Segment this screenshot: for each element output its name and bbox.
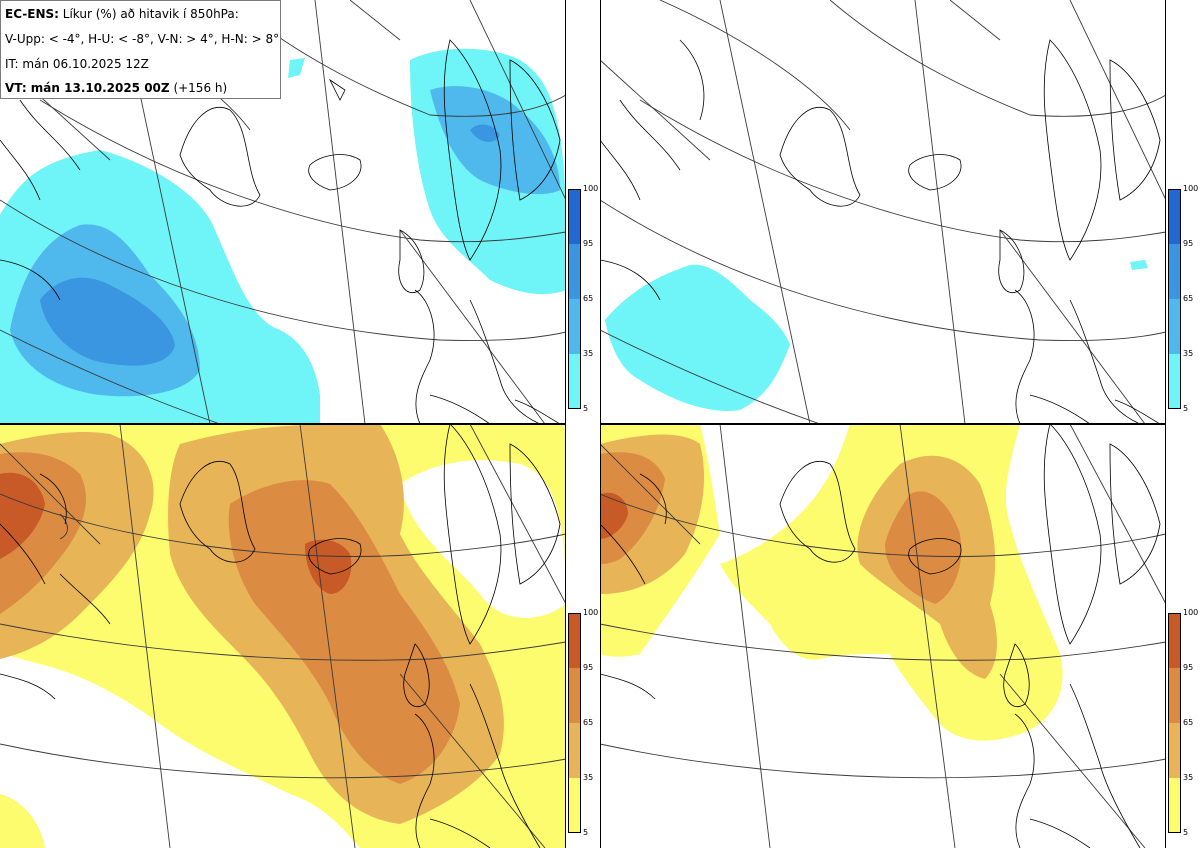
colorbar-tick-label: 5 [583,404,589,413]
colorbar-cold-top-right: 100 95 65 35 5 [1168,184,1198,413]
colorbar-tick-label: 65 [583,294,594,303]
prob-area-65 [40,277,175,366]
prob-area-95 [600,492,628,539]
panel-warm-8 [600,424,1166,848]
prob-area-65 [885,491,962,604]
colorbar-cold-top-left: 100 95 65 35 5 [568,184,598,413]
colorbar-tick-label: 95 [583,663,594,672]
colorbar-seg [1168,189,1181,244]
colorbar-seg [568,189,581,244]
panel-frame [600,424,1166,848]
map-cold-4 [0,0,566,424]
graticule [0,424,566,848]
colorbar-seg [1168,778,1181,833]
colorbar-seg [568,778,581,833]
colorbar-tick-label: 95 [1183,663,1194,672]
colorbar-tick-label: 100 [583,608,599,617]
map-warm-8 [600,424,1166,848]
lead-time: (+156 h) [173,81,228,95]
colorbar-warm-bottom-right: 100 95 65 35 5 [1168,608,1198,837]
title-line: EC-ENS: Líkur (%) að hitavik í 850hPa: [5,7,239,21]
colorbar-warm-bottom-left: 100 95 65 35 5 [568,608,598,837]
colorbar-seg [1168,244,1181,299]
colorbar-tick-label: 100 [1183,608,1199,617]
colorbar-tick-label: 65 [1183,718,1194,727]
prob-area-blank [400,460,566,618]
graticule [600,0,1166,424]
colorbar-tick-label: 65 [583,718,594,727]
colorbar-seg [1168,723,1181,778]
model-name: EC-ENS: [5,7,59,21]
colorbar-seg [568,668,581,723]
valid-time: VT: mán 13.10.2025 00Z [5,81,170,95]
coastlines [600,39,1161,424]
coastlines [0,424,561,848]
panel-warm-4 [0,424,566,848]
panel-frame [0,0,566,424]
colorbar-tick-label: 5 [1183,404,1189,413]
prob-area-65 [470,124,500,142]
colorbar-seg [1168,613,1181,668]
prob-area-65 [228,480,460,784]
graticule [600,424,1166,848]
colorbar-seg [568,354,581,409]
colorbar-seg [1168,668,1181,723]
map-title: Líkur (%) að hitavik í 850hPa: [62,7,239,21]
colorbar-frame [1168,189,1181,409]
panel-cold-4 [0,0,566,424]
panel-cold-8 [600,0,1166,424]
colorbar-frame [568,613,581,833]
panel-frame [600,0,1166,424]
prob-area-5 [288,58,305,78]
map-warm-4 [0,424,566,848]
info-box: EC-ENS: Líkur (%) að hitavik í 850hPa: V… [0,0,281,99]
colorbar-tick-label: 65 [1183,294,1194,303]
colorbar-tick-label: 95 [583,239,594,248]
colorbar-frame [568,189,581,409]
colorbar-tick-label: 35 [1183,349,1194,358]
prob-area-5 [1130,260,1148,270]
init-time-line: IT: mán 06.10.2025 12Z [5,57,149,71]
colorbar-tick-label: 100 [1183,184,1199,193]
colorbar-tick-label: 95 [1183,239,1194,248]
colorbar-seg [568,723,581,778]
prob-area-65 [600,452,665,564]
coastlines [600,424,1161,848]
colorbar-seg [568,613,581,668]
colorbar-seg [568,244,581,299]
coastlines [0,39,561,424]
colorbar-seg [568,299,581,354]
prob-area-95 [0,472,45,559]
colorbar-seg [1168,299,1181,354]
colorbar-seg [1168,354,1181,409]
colorbar-frame [1168,613,1181,833]
colorbar-tick-label: 35 [583,773,594,782]
panel-frame [0,424,566,848]
thresholds-line: V-Upp: < -4°, H-U: < -8°, V-N: > 4°, H-N… [5,32,280,46]
prob-area-5 [0,794,45,848]
map-cold-8 [600,0,1166,424]
colorbar-tick-label: 100 [583,184,599,193]
colorbar-tick-label: 35 [1183,773,1194,782]
colorbar-tick-label: 35 [583,349,594,358]
colorbar-tick-label: 5 [1183,828,1189,837]
prob-area-5 [605,264,790,411]
colorbar-tick-label: 5 [583,828,589,837]
valid-time-line: VT: mán 13.10.2025 00Z (+156 h) [5,81,227,95]
